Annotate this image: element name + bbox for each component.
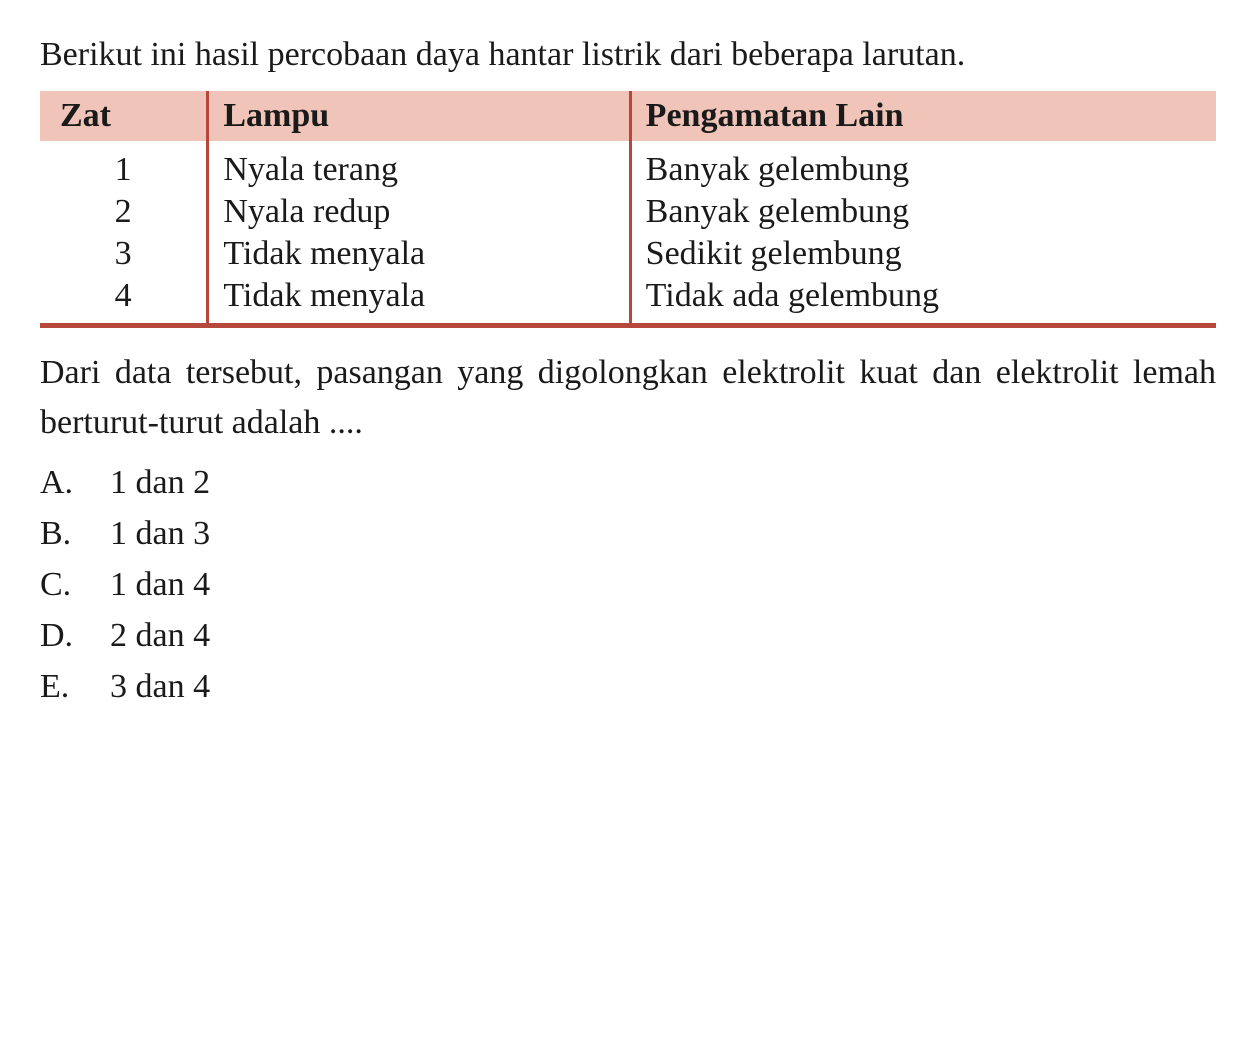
cell-zat: 3 <box>40 233 208 275</box>
intro-paragraph: Berikut ini hasil percobaan daya hantar … <box>40 30 1216 79</box>
option-letter: C. <box>40 559 110 610</box>
experiment-table-wrapper: Zat Lampu Pengamatan Lain 1 Nyala terang… <box>40 91 1216 328</box>
option-b: B. 1 dan 3 <box>40 508 1216 559</box>
option-d: D. 2 dan 4 <box>40 610 1216 661</box>
col-header-zat: Zat <box>40 91 208 141</box>
option-text: 1 dan 4 <box>110 559 210 610</box>
option-text: 2 dan 4 <box>110 610 210 661</box>
cell-zat: 2 <box>40 191 208 233</box>
answer-options: A. 1 dan 2 B. 1 dan 3 C. 1 dan 4 D. 2 da… <box>40 457 1216 712</box>
option-a: A. 1 dan 2 <box>40 457 1216 508</box>
option-letter: D. <box>40 610 110 661</box>
question-paragraph: Dari data tersebut, pasangan yang digolo… <box>40 348 1216 447</box>
table-row: 4 Tidak menyala Tidak ada gelembung <box>40 275 1216 323</box>
cell-pengamatan: Banyak gelembung <box>630 141 1216 191</box>
table-row: 1 Nyala terang Banyak gelembung <box>40 141 1216 191</box>
cell-lampu: Nyala terang <box>208 141 630 191</box>
table-row: 2 Nyala redup Banyak gelembung <box>40 191 1216 233</box>
cell-lampu: Tidak menyala <box>208 275 630 323</box>
table-bottom-border <box>40 323 1216 328</box>
cell-lampu: Tidak menyala <box>208 233 630 275</box>
cell-lampu: Nyala redup <box>208 191 630 233</box>
option-text: 3 dan 4 <box>110 661 210 712</box>
col-header-lampu: Lampu <box>208 91 630 141</box>
option-c: C. 1 dan 4 <box>40 559 1216 610</box>
option-letter: E. <box>40 661 110 712</box>
option-text: 1 dan 3 <box>110 508 210 559</box>
cell-zat: 1 <box>40 141 208 191</box>
table-row: 3 Tidak menyala Sedikit gelembung <box>40 233 1216 275</box>
cell-pengamatan: Banyak gelembung <box>630 191 1216 233</box>
option-e: E. 3 dan 4 <box>40 661 1216 712</box>
option-letter: A. <box>40 457 110 508</box>
table-header-row: Zat Lampu Pengamatan Lain <box>40 91 1216 141</box>
option-text: 1 dan 2 <box>110 457 210 508</box>
experiment-table: Zat Lampu Pengamatan Lain 1 Nyala terang… <box>40 91 1216 323</box>
cell-zat: 4 <box>40 275 208 323</box>
cell-pengamatan: Tidak ada gelembung <box>630 275 1216 323</box>
option-letter: B. <box>40 508 110 559</box>
col-header-pengamatan: Pengamatan Lain <box>630 91 1216 141</box>
cell-pengamatan: Sedikit gelembung <box>630 233 1216 275</box>
